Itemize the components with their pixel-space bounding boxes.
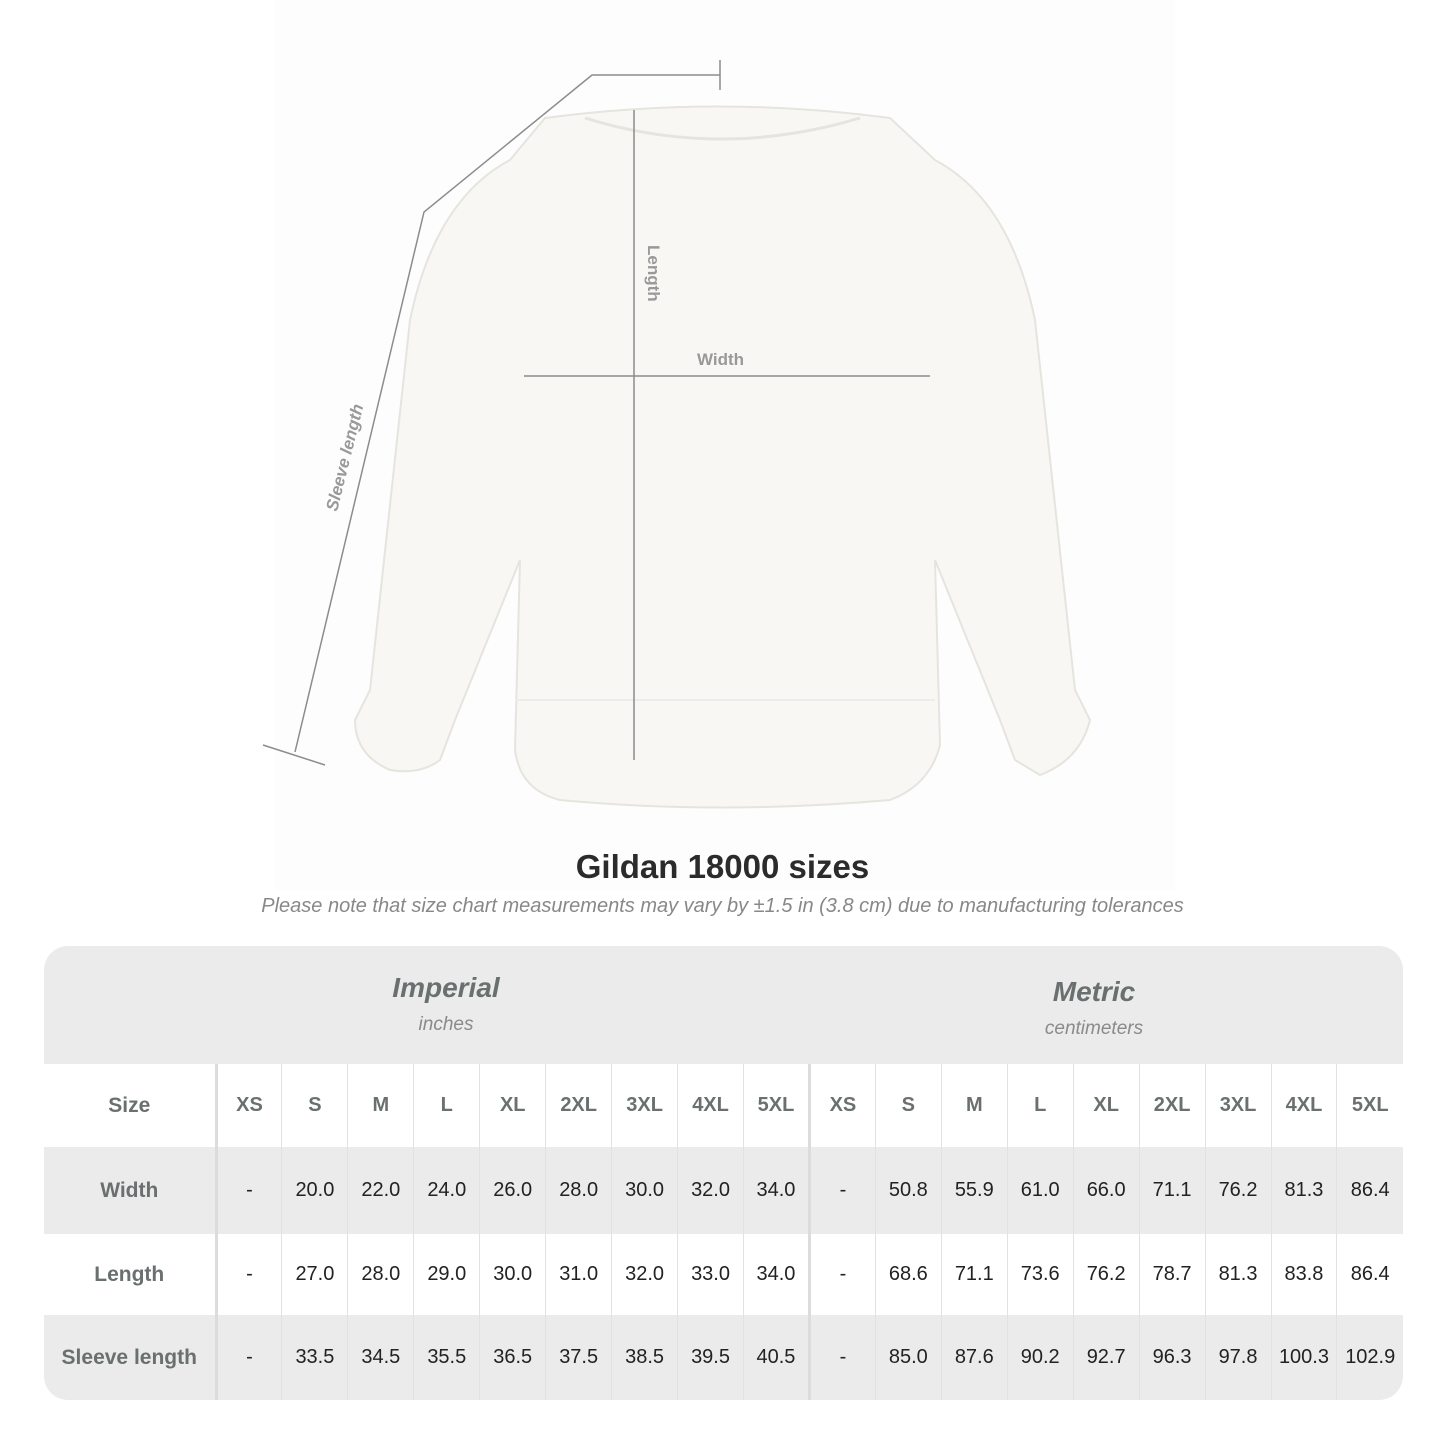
metric-value: 90.2 bbox=[1006, 1315, 1074, 1400]
metric-value: 55.9 bbox=[940, 1147, 1008, 1234]
imperial-value: 32.0 bbox=[611, 1234, 678, 1315]
metric-unit: centimeters bbox=[1044, 1018, 1144, 1039]
imperial-value: - bbox=[215, 1147, 282, 1234]
metric-size-3xl: 3XL bbox=[1204, 1064, 1271, 1147]
row-label: Sleeve length bbox=[44, 1315, 218, 1400]
length-label: Length bbox=[644, 245, 663, 302]
metric-value: 66.0 bbox=[1072, 1147, 1140, 1234]
metric-value: 81.3 bbox=[1204, 1234, 1271, 1315]
imperial-value: 24.0 bbox=[413, 1147, 480, 1234]
metric-value: 100.3 bbox=[1270, 1315, 1337, 1400]
imperial-value: 30.0 bbox=[479, 1234, 546, 1315]
metric-value: 68.6 bbox=[874, 1234, 942, 1315]
imperial-value: 35.5 bbox=[413, 1315, 480, 1400]
imperial-value: 40.5 bbox=[743, 1315, 810, 1400]
imperial-size-3xl: 3XL bbox=[611, 1064, 678, 1147]
metric-size-4xl: 4XL bbox=[1270, 1064, 1337, 1147]
imperial-size-xs: XS bbox=[215, 1064, 282, 1147]
imperial-value: 34.5 bbox=[347, 1315, 414, 1400]
imperial-title: Imperial bbox=[392, 972, 500, 1003]
sweatshirt-diagram: Length Width Sleeve length bbox=[262, 60, 1092, 809]
imperial-size-2xl: 2XL bbox=[545, 1064, 612, 1147]
metric-value: 78.7 bbox=[1138, 1234, 1206, 1315]
imperial-value: 28.0 bbox=[347, 1234, 414, 1315]
table-row: Width -20.0 22.0 24.0 26.0 28.0 30.0 32.0 34.0-5… bbox=[44, 1147, 1403, 1234]
imperial-value: 22.0 bbox=[347, 1147, 414, 1234]
metric-value: - bbox=[807, 1315, 876, 1400]
metric-value: - bbox=[807, 1234, 876, 1315]
imperial-value: - bbox=[215, 1315, 282, 1400]
sweatshirt-image bbox=[353, 105, 1092, 809]
metric-title: Metric bbox=[1052, 976, 1136, 1007]
imperial-value: 32.0 bbox=[677, 1147, 744, 1234]
page-title: Gildan 18000 sizes bbox=[575, 848, 870, 885]
imperial-value: 31.0 bbox=[545, 1234, 612, 1315]
imperial-value: 33.5 bbox=[281, 1315, 348, 1400]
metric-value: 86.4 bbox=[1336, 1147, 1403, 1234]
metric-size-xl: XL bbox=[1072, 1064, 1140, 1147]
units-header bbox=[44, 946, 1403, 1064]
metric-size-s: S bbox=[874, 1064, 942, 1147]
imperial-value: 36.5 bbox=[479, 1315, 546, 1400]
imperial-size-xl: XL bbox=[479, 1064, 546, 1147]
imperial-value: 37.5 bbox=[545, 1315, 612, 1400]
imperial-value: 34.0 bbox=[743, 1147, 810, 1234]
imperial-value: 34.0 bbox=[743, 1234, 810, 1315]
metric-value: 92.7 bbox=[1072, 1315, 1140, 1400]
metric-value: 76.2 bbox=[1204, 1147, 1271, 1234]
imperial-size-s: S bbox=[281, 1064, 348, 1147]
imperial-value: 33.0 bbox=[677, 1234, 744, 1315]
metric-size-l: L bbox=[1006, 1064, 1074, 1147]
table-row: Sleeve length -33.5 34.5 35.5 36.5 37.5 38.5 39… bbox=[44, 1315, 1403, 1400]
metric-value: 50.8 bbox=[874, 1147, 942, 1234]
metric-value: 71.1 bbox=[1138, 1147, 1206, 1234]
size-header: Size bbox=[44, 1064, 218, 1147]
imperial-value: 27.0 bbox=[281, 1234, 348, 1315]
metric-value: 81.3 bbox=[1270, 1147, 1337, 1234]
table-row: Length -27.0 28.0 29.0 30.0 31.0 32.0 33.0 34.0-… bbox=[44, 1234, 1403, 1315]
tolerance-note: Please note that size chart measurements… bbox=[261, 895, 1184, 917]
metric-size-xs: XS bbox=[807, 1064, 876, 1147]
metric-size-m: M bbox=[940, 1064, 1008, 1147]
imperial-size-4xl: 4XL bbox=[677, 1064, 744, 1147]
metric-value: 97.8 bbox=[1204, 1315, 1271, 1400]
imperial-unit: inches bbox=[418, 1014, 474, 1035]
header-row: Size XS S M L XL 2XL 3XL 4XL 5XL XS S M L XL 2XL 3XL 4XL 5… bbox=[44, 1064, 1403, 1147]
imperial-value: 28.0 bbox=[545, 1147, 612, 1234]
width-label: Width bbox=[697, 350, 744, 369]
size-chart: Imperial inches Metric centimeters Size X… bbox=[44, 946, 1403, 1400]
metric-value: 87.6 bbox=[940, 1315, 1008, 1400]
metric-value: 83.8 bbox=[1270, 1234, 1337, 1315]
metric-value: 73.6 bbox=[1006, 1234, 1074, 1315]
imperial-size-5xl: 5XL bbox=[743, 1064, 810, 1147]
imperial-size-l: L bbox=[413, 1064, 480, 1147]
metric-value: 76.2 bbox=[1072, 1234, 1140, 1315]
metric-value: 61.0 bbox=[1006, 1147, 1074, 1234]
metric-header: Metric centimeters bbox=[809, 976, 1379, 1040]
imperial-value: 29.0 bbox=[413, 1234, 480, 1315]
metric-size-5xl: 5XL bbox=[1336, 1064, 1403, 1147]
metric-value: 71.1 bbox=[940, 1234, 1008, 1315]
metric-value: 102.9 bbox=[1336, 1315, 1403, 1400]
metric-value: 96.3 bbox=[1138, 1315, 1206, 1400]
imperial-size-m: M bbox=[347, 1064, 414, 1147]
imperial-value: - bbox=[215, 1234, 282, 1315]
imperial-value: 20.0 bbox=[281, 1147, 348, 1234]
metric-size-2xl: 2XL bbox=[1138, 1064, 1206, 1147]
row-label: Length bbox=[44, 1234, 218, 1315]
imperial-value: 39.5 bbox=[677, 1315, 744, 1400]
size-table: Size XS S M L XL 2XL 3XL 4XL 5XL XS S M L XL 2XL 3XL 4XL 5… bbox=[44, 1064, 1403, 1400]
imperial-value: 30.0 bbox=[611, 1147, 678, 1234]
metric-value: 86.4 bbox=[1336, 1234, 1403, 1315]
imperial-value: 38.5 bbox=[611, 1315, 678, 1400]
metric-value: 85.0 bbox=[874, 1315, 942, 1400]
row-label: Width bbox=[44, 1147, 218, 1234]
imperial-value: 26.0 bbox=[479, 1147, 546, 1234]
imperial-header: Imperial inches bbox=[216, 972, 676, 1036]
metric-value: - bbox=[807, 1147, 876, 1234]
